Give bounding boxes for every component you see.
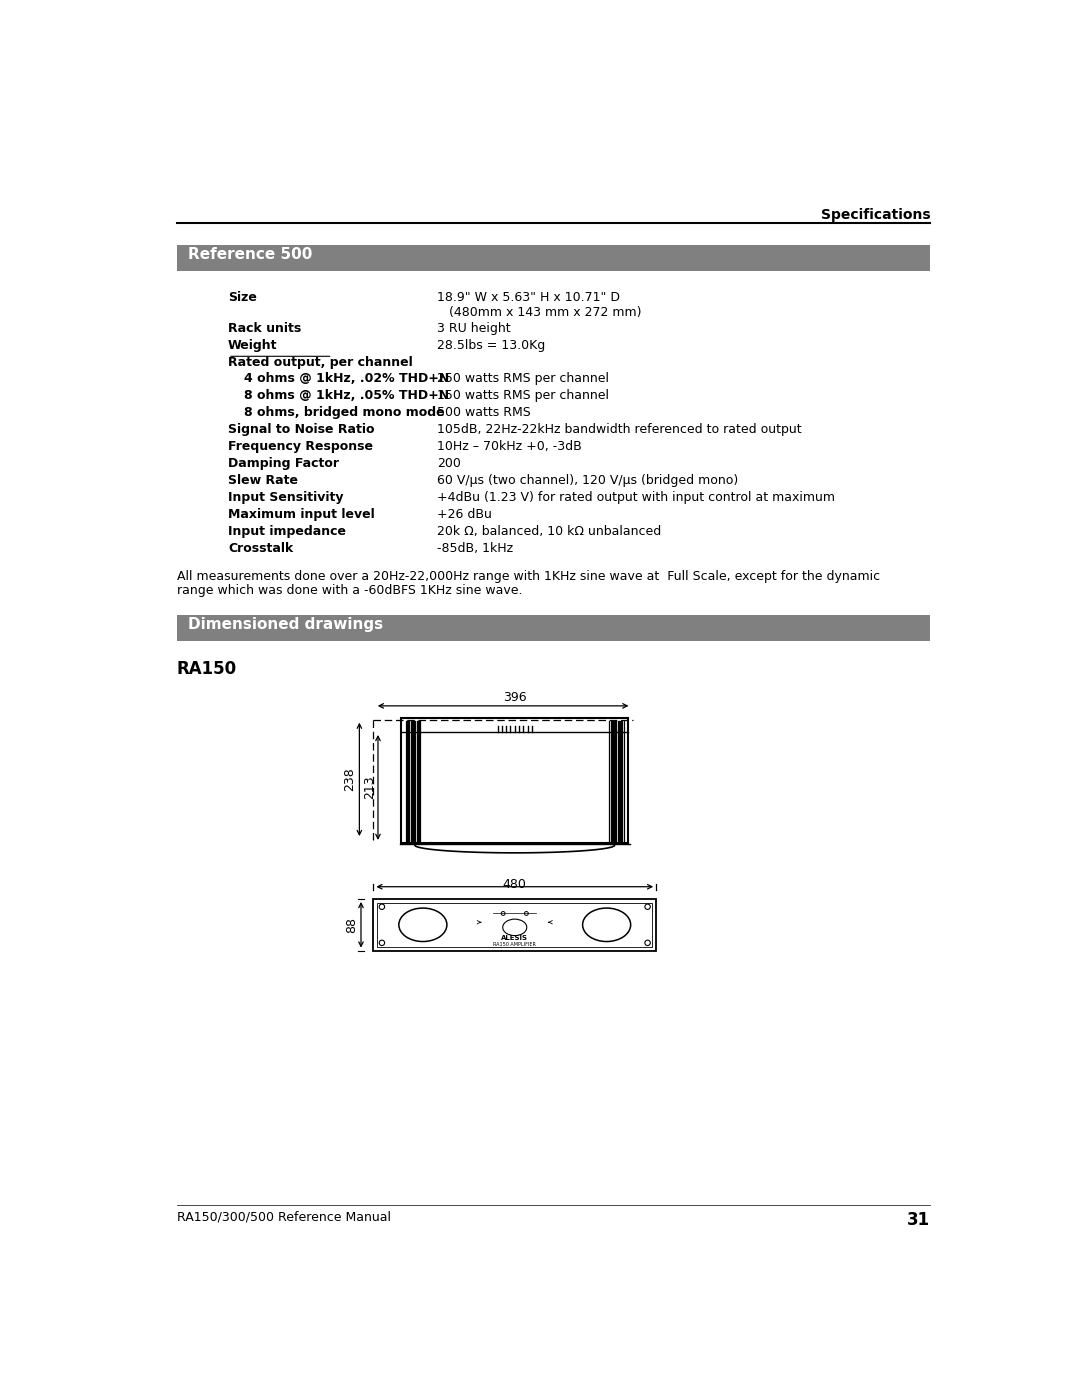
Text: 3 RU height: 3 RU height [437, 321, 511, 335]
Text: Input Sensitivity: Input Sensitivity [228, 490, 343, 504]
Text: Weight: Weight [228, 338, 278, 352]
Text: All measurements done over a 20Hz-22,000Hz range with 1KHz sine wave at  Full Sc: All measurements done over a 20Hz-22,000… [177, 570, 880, 584]
Text: Rack units: Rack units [228, 321, 301, 335]
Text: Rated output, per channel: Rated output, per channel [228, 355, 413, 369]
Text: 250 watts RMS per channel: 250 watts RMS per channel [437, 373, 609, 386]
Text: Frequency Response: Frequency Response [228, 440, 373, 453]
Text: Input impedance: Input impedance [228, 525, 346, 538]
Bar [374, 900, 657, 950]
Circle shape [379, 904, 384, 909]
Text: 20k Ω, balanced, 10 kΩ unbalanced: 20k Ω, balanced, 10 kΩ unbalanced [437, 525, 661, 538]
Text: 8 ohms @ 1kHz, .05% THD+N: 8 ohms @ 1kHz, .05% THD+N [243, 390, 448, 402]
Text: 200: 200 [437, 457, 461, 471]
Circle shape [379, 940, 384, 946]
Text: Specifications: Specifications [821, 208, 930, 222]
Text: 18.9" W x 5.63" H x 10.71" D: 18.9" W x 5.63" H x 10.71" D [437, 291, 620, 303]
Text: Maximum input level: Maximum input level [228, 509, 375, 521]
Bar [177, 244, 930, 271]
Text: 4 ohms @ 1kHz, .02% THD+N: 4 ohms @ 1kHz, .02% THD+N [243, 373, 449, 386]
Bar [377, 902, 652, 947]
Text: (480mm x 143 mm x 272 mm): (480mm x 143 mm x 272 mm) [449, 306, 642, 320]
Text: 238: 238 [343, 767, 356, 791]
Text: range which was done with a -60dBFS 1KHz sine wave.: range which was done with a -60dBFS 1KHz… [177, 584, 523, 597]
Text: 31: 31 [907, 1211, 930, 1229]
Text: 396: 396 [503, 690, 527, 704]
Bar [402, 718, 629, 842]
Circle shape [501, 911, 505, 915]
Text: 10Hz – 70kHz +0, -3dB: 10Hz – 70kHz +0, -3dB [437, 440, 582, 453]
Text: -85dB, 1kHz: -85dB, 1kHz [437, 542, 513, 555]
Circle shape [525, 911, 528, 915]
Text: Reference 500: Reference 500 [188, 247, 312, 263]
Text: Damping Factor: Damping Factor [228, 457, 339, 471]
Text: Crosstalk: Crosstalk [228, 542, 294, 555]
Text: RA150 AMPLIFIER: RA150 AMPLIFIER [494, 942, 536, 947]
Ellipse shape [399, 908, 447, 942]
Text: Slew Rate: Slew Rate [228, 474, 298, 488]
Text: Size: Size [228, 291, 257, 303]
Text: +4dBu (1.23 V) for rated output with input control at maximum: +4dBu (1.23 V) for rated output with inp… [437, 490, 835, 504]
Circle shape [645, 940, 650, 946]
Ellipse shape [502, 919, 527, 936]
Text: ALESIS: ALESIS [501, 935, 528, 942]
Circle shape [645, 904, 650, 909]
Text: 88: 88 [345, 916, 357, 933]
Text: 480: 480 [503, 877, 527, 890]
Text: RA150/300/500 Reference Manual: RA150/300/500 Reference Manual [177, 1211, 391, 1224]
Text: Dimensioned drawings: Dimensioned drawings [188, 617, 382, 633]
Text: +26 dBu: +26 dBu [437, 509, 492, 521]
Bar [177, 615, 930, 641]
Text: RA150: RA150 [177, 659, 237, 678]
Text: Signal to Noise Ratio: Signal to Noise Ratio [228, 423, 375, 436]
Text: 28.5lbs = 13.0Kg: 28.5lbs = 13.0Kg [437, 338, 545, 352]
Text: 8 ohms, bridged mono mode: 8 ohms, bridged mono mode [243, 407, 444, 419]
Text: 105dB, 22Hz-22kHz bandwidth referenced to rated output: 105dB, 22Hz-22kHz bandwidth referenced t… [437, 423, 801, 436]
Text: 213: 213 [363, 775, 376, 799]
Ellipse shape [582, 908, 631, 942]
Text: 500 watts RMS: 500 watts RMS [437, 407, 531, 419]
Text: 60 V/μs (two channel), 120 V/μs (bridged mono): 60 V/μs (two channel), 120 V/μs (bridged… [437, 474, 739, 488]
Text: 150 watts RMS per channel: 150 watts RMS per channel [437, 390, 609, 402]
